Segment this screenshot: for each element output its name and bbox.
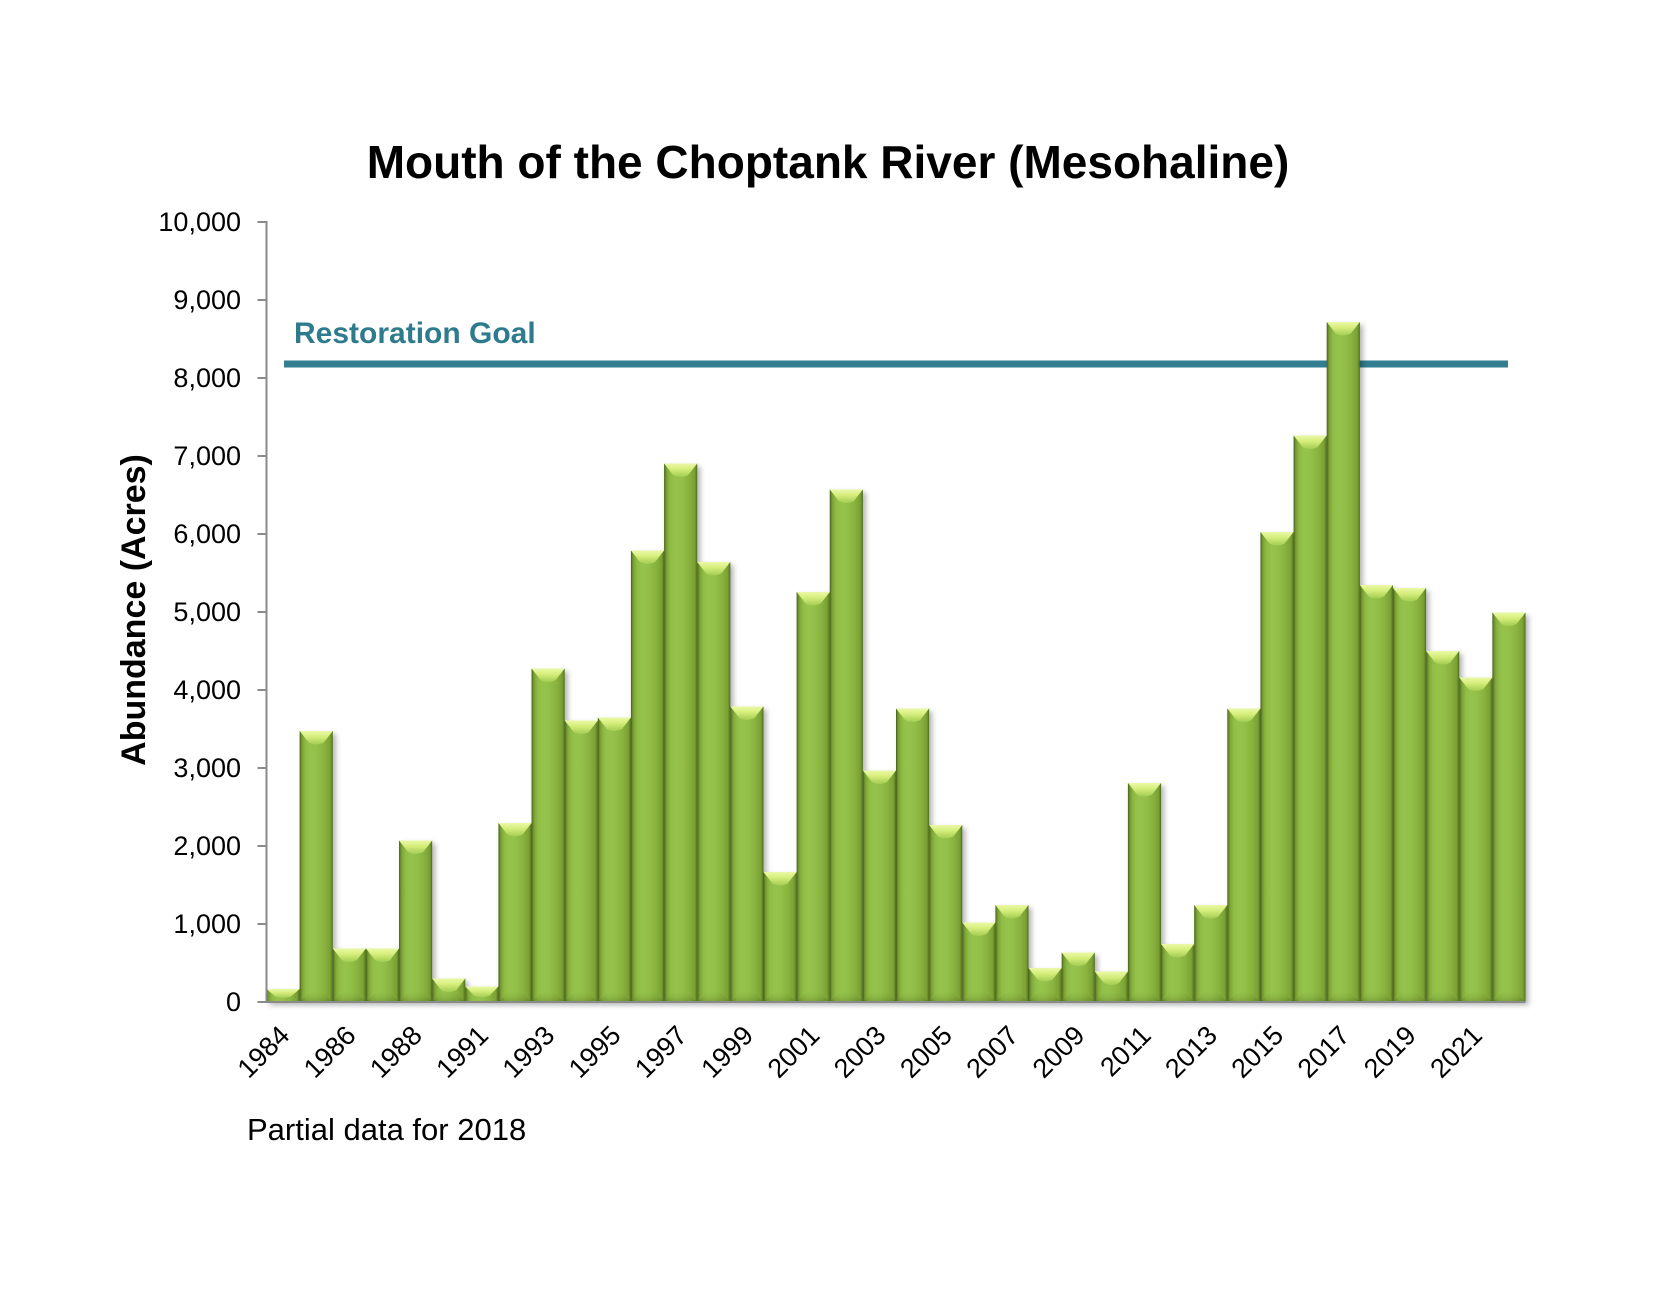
svg-text:5,000: 5,000 <box>173 597 241 627</box>
svg-text:3,000: 3,000 <box>173 753 241 783</box>
svg-text:2001: 2001 <box>762 1020 826 1084</box>
svg-text:Partial data for 2018: Partial data for 2018 <box>247 1112 526 1147</box>
svg-text:0: 0 <box>226 987 241 1017</box>
svg-text:1997: 1997 <box>629 1020 693 1084</box>
svg-text:2009: 2009 <box>1027 1020 1091 1084</box>
svg-text:1993: 1993 <box>497 1020 561 1084</box>
svg-text:1995: 1995 <box>563 1020 627 1084</box>
svg-text:Abundance (Acres): Abundance (Acres) <box>115 454 153 766</box>
svg-text:8,000: 8,000 <box>173 363 241 393</box>
svg-text:2013: 2013 <box>1159 1020 1223 1084</box>
svg-text:6,000: 6,000 <box>173 519 241 549</box>
svg-text:1,000: 1,000 <box>173 909 241 939</box>
svg-text:1988: 1988 <box>364 1020 428 1084</box>
svg-text:1999: 1999 <box>695 1020 759 1084</box>
svg-text:2019: 2019 <box>1358 1020 1422 1084</box>
svg-text:Mouth of the Choptank River (M: Mouth of the Choptank River (Mesohaline) <box>367 136 1290 188</box>
svg-text:10,000: 10,000 <box>158 207 241 237</box>
svg-text:2017: 2017 <box>1292 1020 1356 1084</box>
svg-text:1991: 1991 <box>430 1020 494 1084</box>
svg-text:9,000: 9,000 <box>173 285 241 315</box>
svg-text:2015: 2015 <box>1226 1020 1290 1084</box>
svg-text:1986: 1986 <box>298 1020 362 1084</box>
svg-text:2007: 2007 <box>961 1020 1025 1084</box>
svg-text:2003: 2003 <box>828 1020 892 1084</box>
svg-text:4,000: 4,000 <box>173 675 241 705</box>
svg-text:2011: 2011 <box>1094 1020 1156 1082</box>
svg-text:2005: 2005 <box>894 1020 958 1084</box>
svg-text:2,000: 2,000 <box>173 831 241 861</box>
svg-text:1984: 1984 <box>232 1020 296 1084</box>
svg-text:2021: 2021 <box>1424 1020 1488 1084</box>
svg-text:Restoration Goal: Restoration Goal <box>294 317 536 350</box>
svg-text:7,000: 7,000 <box>173 441 241 471</box>
